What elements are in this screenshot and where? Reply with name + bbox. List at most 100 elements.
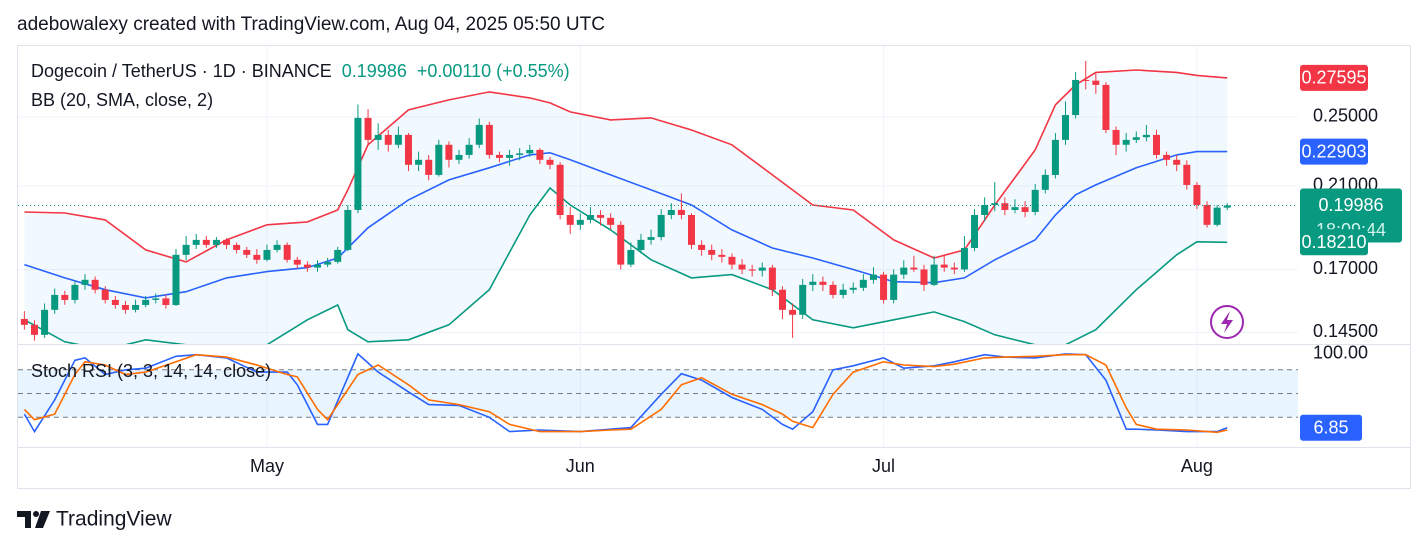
alert-icon[interactable] <box>1210 305 1244 339</box>
candle-body <box>708 249 716 255</box>
price-tag-label: 0.22903 <box>1301 141 1366 161</box>
price-change: +0.00110 (+0.55%) <box>417 61 570 81</box>
candle-body <box>404 134 412 165</box>
axis-labels: May Jun Jul Aug0.250000.210000.170000.14500… <box>250 106 1378 476</box>
brand-name: TradingView <box>56 508 172 531</box>
candle-body <box>263 249 271 260</box>
candle-body <box>647 237 655 240</box>
candle-body <box>1041 174 1049 190</box>
price-tag <box>1300 64 1368 91</box>
candle-body <box>586 214 594 220</box>
candle-body <box>778 289 786 310</box>
candle-body <box>121 304 129 310</box>
x-tick-label: May <box>250 456 284 476</box>
symbol-legend: Dogecoin / TetherUS · 1D · BINANCE 0.1998… <box>31 61 570 81</box>
stoch-pane <box>18 352 1298 434</box>
candle-body <box>789 309 797 315</box>
tradingview-logo <box>17 511 50 528</box>
candle-body <box>212 239 220 245</box>
last-price-label: 0.19986 <box>1318 195 1383 215</box>
candle-body <box>223 239 231 245</box>
candle-body <box>20 318 28 325</box>
candle-body <box>334 249 342 262</box>
candle-body <box>364 117 372 140</box>
candle-body <box>1183 164 1191 185</box>
x-tick-label: Aug <box>1181 456 1213 476</box>
candle-body <box>293 259 301 265</box>
candle-body <box>354 117 362 210</box>
candle-body <box>799 284 807 315</box>
candle-body <box>162 298 170 305</box>
candle-body <box>435 144 443 175</box>
candle-body <box>344 209 352 250</box>
candle-body <box>526 149 534 154</box>
candle-body <box>950 267 958 270</box>
price-pane <box>18 60 1298 344</box>
candle-body <box>506 154 514 158</box>
y-tick-label: 0.17000 <box>1313 258 1378 278</box>
candle-body <box>546 159 554 165</box>
candle-body <box>991 203 999 205</box>
x-tick-label: Jul <box>872 456 895 476</box>
candle-body <box>192 239 200 245</box>
candle-body <box>637 239 645 250</box>
candle-body <box>597 214 605 218</box>
candle-body <box>566 214 574 225</box>
candle-body <box>1031 189 1039 212</box>
chart-frame <box>17 45 1411 489</box>
candle-body <box>1142 134 1150 138</box>
candle-body <box>1072 79 1080 116</box>
candle-body <box>607 217 615 225</box>
candle-body <box>273 244 281 250</box>
candle-body <box>283 244 291 260</box>
candle-body <box>71 284 79 300</box>
candle-body <box>243 249 251 255</box>
candle-body <box>41 309 49 335</box>
candle-body <box>880 274 888 300</box>
candle-body <box>172 254 180 305</box>
candle-body <box>374 134 382 140</box>
candle-body <box>738 264 746 270</box>
candle-body <box>425 159 433 175</box>
stoch-line <box>23 353 1228 434</box>
price-tag <box>1300 229 1368 256</box>
candle-body <box>314 264 322 268</box>
candle-body <box>1082 79 1090 81</box>
candle-body <box>455 154 463 160</box>
candle-body <box>698 244 706 250</box>
price-tag-label: 0.27595 <box>1301 68 1366 88</box>
x-tick-label: Jun <box>566 456 595 476</box>
candle-body <box>1051 139 1059 175</box>
candle-body <box>1213 207 1221 225</box>
price-tag <box>1300 138 1368 165</box>
candle-body <box>495 154 503 158</box>
candle-body <box>324 261 332 265</box>
candle-body <box>182 244 190 255</box>
candle-body <box>869 274 877 280</box>
candle-body <box>30 324 38 335</box>
candle-body <box>556 164 564 215</box>
candle-body <box>859 279 867 288</box>
candle-body <box>718 254 726 257</box>
candle-body <box>91 279 99 290</box>
candle-body <box>829 284 837 295</box>
candle-body <box>132 304 140 310</box>
candle-body <box>202 239 210 245</box>
candle-body <box>142 299 150 305</box>
indicator-legend: BB (20, SMA, close, 2) <box>31 90 213 110</box>
candle-body <box>900 267 908 275</box>
candle-body <box>748 269 756 271</box>
grid <box>18 46 1298 447</box>
candle-body <box>688 214 696 245</box>
candle-body <box>971 214 979 248</box>
symbol-title: Dogecoin / TetherUS · 1D · BINANCE <box>31 61 332 81</box>
candle-body <box>1173 159 1181 165</box>
candle-body <box>940 264 948 268</box>
candle-body <box>960 247 968 270</box>
candle-body <box>61 294 69 300</box>
y-tick-label: 0.25000 <box>1313 106 1378 126</box>
candle-body <box>384 134 392 145</box>
candle-body <box>1001 203 1009 210</box>
